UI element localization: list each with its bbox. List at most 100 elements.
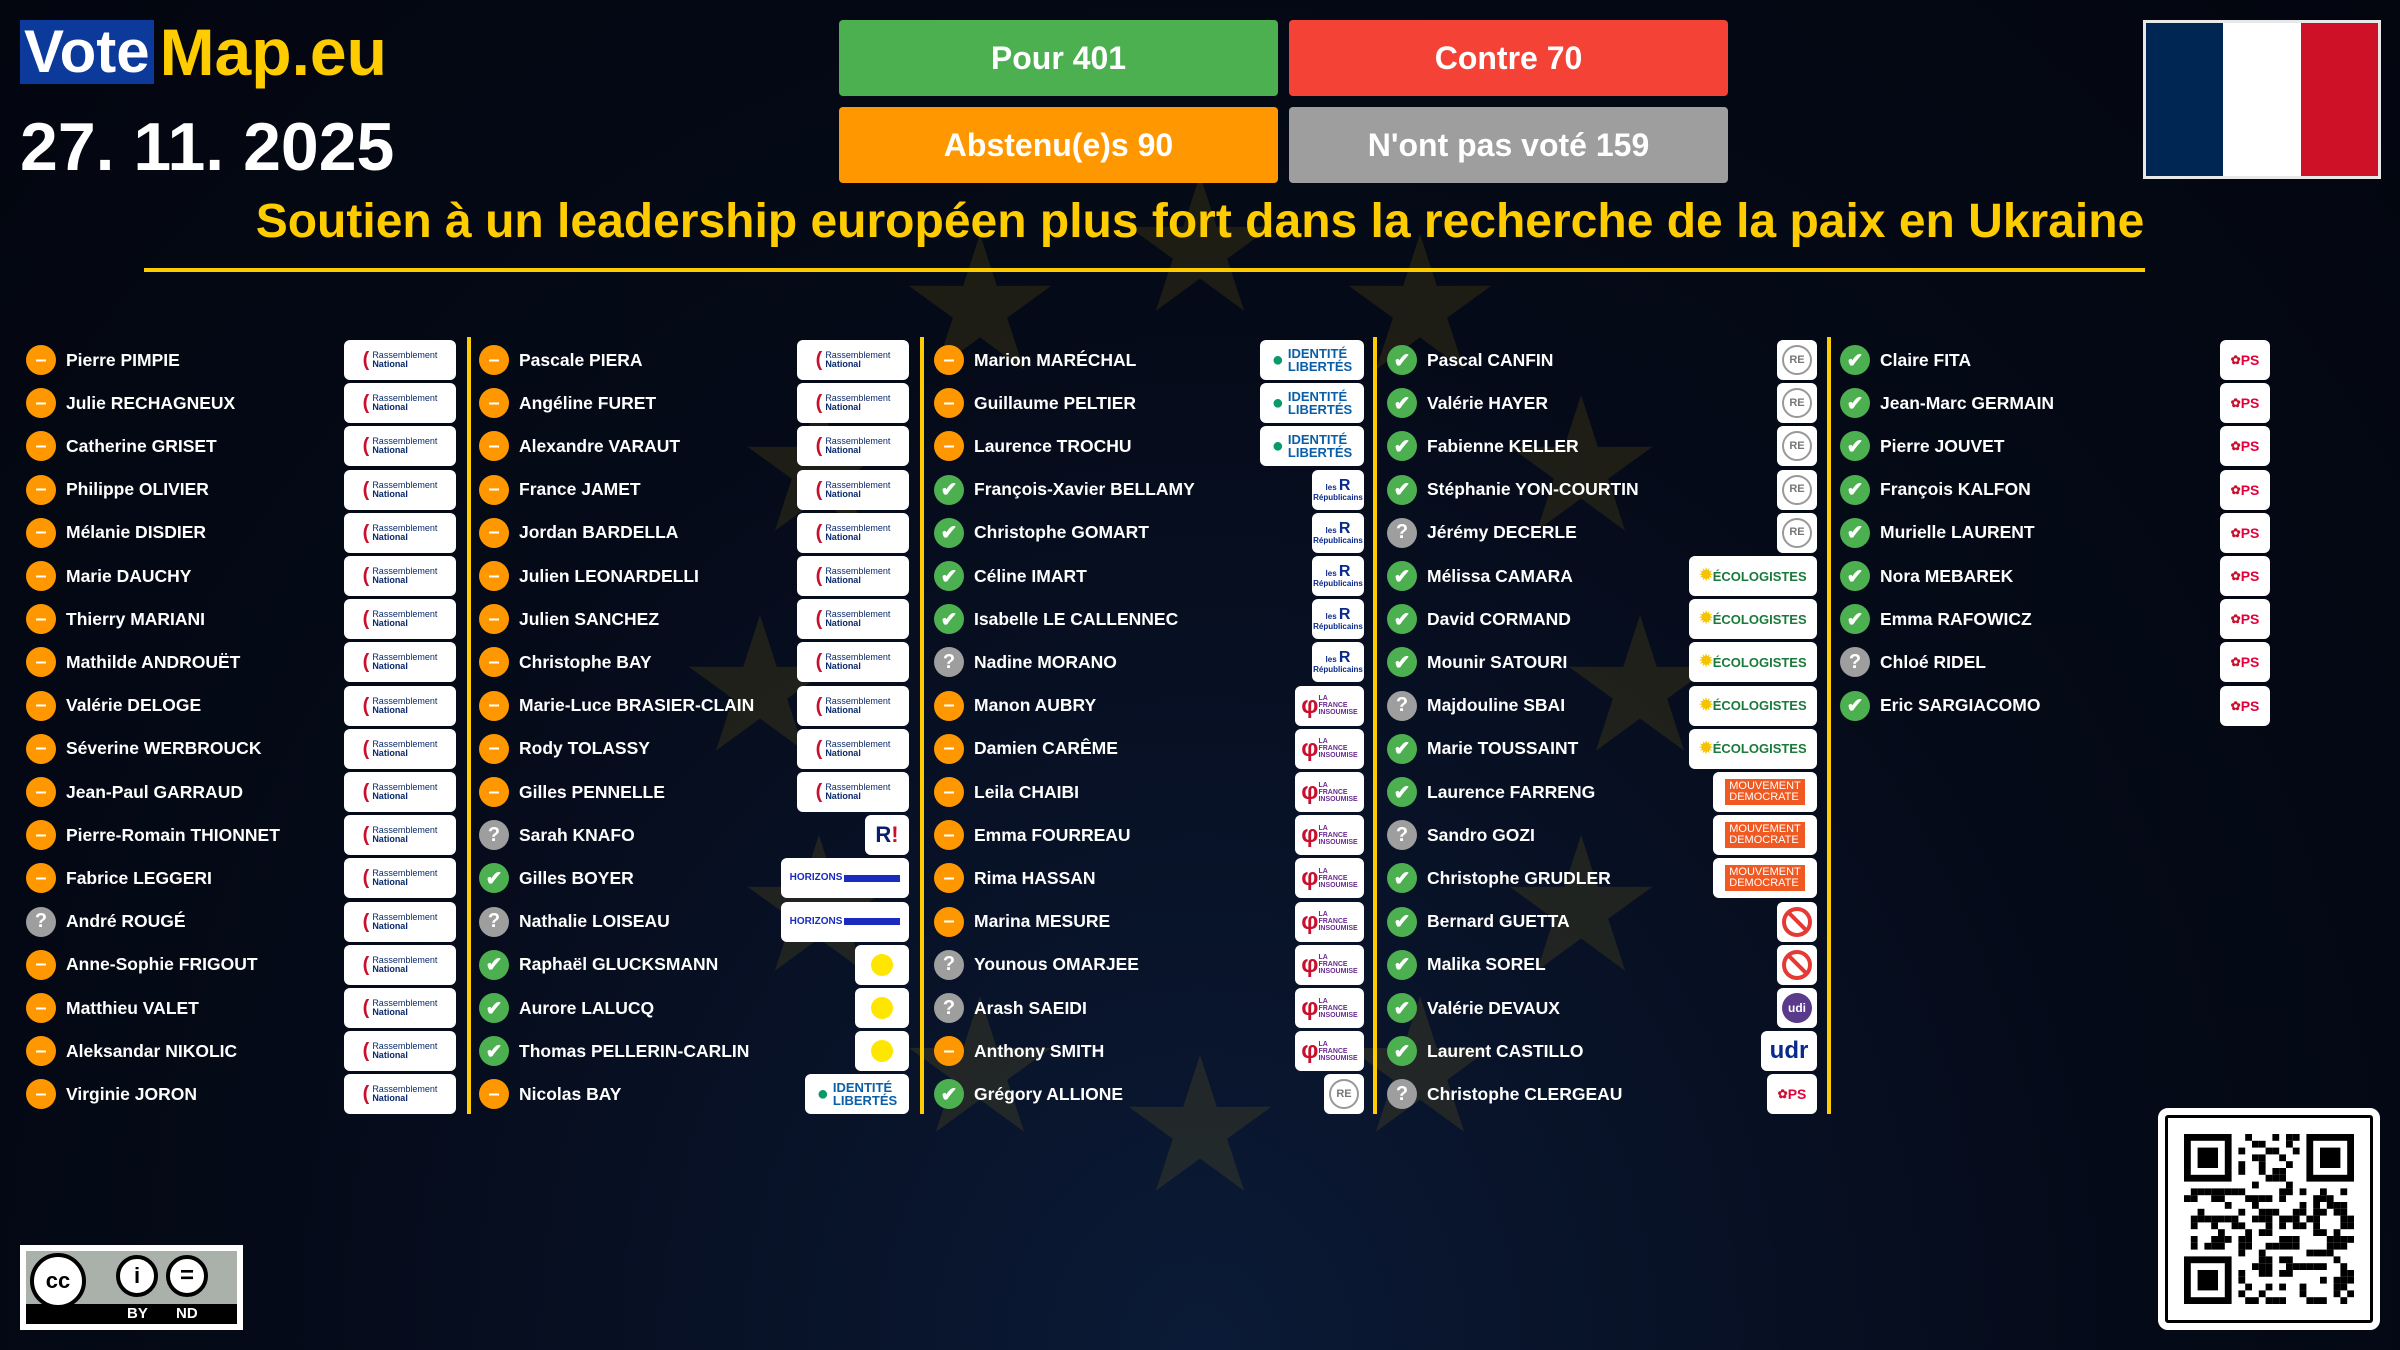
vote-abstain-icon: – xyxy=(479,1079,509,1110)
mep-name: Nadine MORANO xyxy=(974,651,1117,672)
tally-abstain: Abstenu(e)s 90 xyxy=(839,107,1278,183)
party-logo-lfi: φ LA FRANCE INSOUMISE xyxy=(1295,988,1364,1028)
mep-row: – France JAMET (Rassemblement National xyxy=(479,469,909,510)
party-logo-rn: (Rassemblement National xyxy=(344,340,456,380)
vote-abstain-icon: – xyxy=(934,906,964,937)
mep-name: Céline IMART xyxy=(974,565,1087,586)
mep-name: Eric SARGIACOMO xyxy=(1880,695,2041,716)
party-logo-rn: (Rassemblement National xyxy=(344,469,456,510)
party-logo-udr: udr xyxy=(1761,1031,1817,1072)
vote-for-icon: ✔ xyxy=(1387,431,1417,462)
eu-star-icon xyxy=(1128,1055,1272,1191)
party-logo-rn: (Rassemblement National xyxy=(344,815,456,856)
mep-row: ✔ Murielle LAURENT ✿ PS xyxy=(1840,512,2270,553)
mep-row: ✔ Claire FITA ✿ PS xyxy=(1840,340,2270,380)
mep-name: Murielle LAURENT xyxy=(1880,522,2035,543)
mep-row: ? Arash SAEIDI φ LA FRANCE INSOUMISE xyxy=(934,988,1364,1028)
mep-name: Marie DAUCHY xyxy=(66,565,192,586)
logo-map: Map.eu xyxy=(159,15,387,89)
mep-name: Laurence FARRENG xyxy=(1427,781,1596,802)
vote-for-icon: ✔ xyxy=(1840,345,1870,375)
vote-absent-icon: ? xyxy=(26,906,56,937)
attribution-icon: i xyxy=(116,1255,158,1297)
mep-row: ✔ Mounir SATOURI ✹ ÉCOLOGISTES xyxy=(1387,642,1817,683)
mep-row: ✔ Raphaël GLUCKSMANN xyxy=(479,944,909,985)
party-logo-lfi: φ LA FRANCE INSOUMISE xyxy=(1295,944,1364,985)
party-logo-rn: (Rassemblement National xyxy=(344,426,456,467)
party-logo-rn: (Rassemblement National xyxy=(797,685,909,726)
party-logo-rn: (Rassemblement National xyxy=(797,642,909,683)
mep-row: ✔ Pascal CANFIN RE xyxy=(1387,340,1817,380)
party-logo-rn: (Rassemblement National xyxy=(344,944,456,985)
qr-code[interactable] xyxy=(2158,1108,2380,1330)
mep-name: Christophe BAY xyxy=(519,651,652,672)
mep-name: Fabrice LEGGERI xyxy=(66,867,212,888)
mep-name: Pascal CANFIN xyxy=(1427,349,1554,370)
mep-name: Séverine WERBROUCK xyxy=(66,738,262,759)
party-logo-rn: (Rassemblement National xyxy=(344,642,456,683)
vote-abstain-icon: – xyxy=(934,820,964,851)
mep-row: ? Jérémy DECERLE RE xyxy=(1387,512,1817,553)
mep-row: – Anthony SMITH φ LA FRANCE INSOUMISE xyxy=(934,1031,1364,1072)
party-logo-rn: (Rassemblement National xyxy=(797,556,909,596)
mep-name: Valérie DEVAUX xyxy=(1427,997,1560,1018)
party-logo-ps: ✿ PS xyxy=(2220,426,2270,467)
party-logo-lfi: φ LA FRANCE INSOUMISE xyxy=(1295,728,1364,769)
vote-for-icon: ✔ xyxy=(479,1036,509,1067)
cc-by-nd-license-badge[interactable]: cc i = BY ND xyxy=(20,1245,243,1330)
mep-name: David CORMAND xyxy=(1427,608,1571,629)
tally-for: Pour 401 xyxy=(839,20,1278,96)
mep-row: ✔ Bernard GUETTA xyxy=(1387,901,1817,942)
mep-name: Raphaël GLUCKSMANN xyxy=(519,954,719,975)
vote-abstain-icon: – xyxy=(934,388,964,419)
mep-row: ✔ David CORMAND ✹ ÉCOLOGISTES xyxy=(1387,599,1817,640)
mep-row: – Manon AUBRY φ LA FRANCE INSOUMISE xyxy=(934,685,1364,726)
vote-abstain-icon: – xyxy=(934,863,964,894)
party-logo-lr: les R Républicains xyxy=(1312,469,1364,510)
vote-abstain-icon: – xyxy=(479,647,509,678)
mep-name: Pierre PIMPIE xyxy=(66,349,180,370)
party-logo-rn: (Rassemblement National xyxy=(344,1074,456,1115)
party-logo-lfi: φ LA FRANCE INSOUMISE xyxy=(1295,1031,1364,1072)
vote-absent-icon: ? xyxy=(934,993,964,1023)
mep-row: ✔ Eric SARGIACOMO ✿ PS xyxy=(1840,685,2270,726)
party-logo-rn: (Rassemblement National xyxy=(344,901,456,942)
vote-for-icon: ✔ xyxy=(1387,474,1417,505)
mep-row: – Julien SANCHEZ (Rassemblement National xyxy=(479,599,909,640)
mep-name: Nora MEBAREK xyxy=(1880,565,2014,586)
mep-row: ✔ Fabienne KELLER RE xyxy=(1387,426,1817,467)
vote-for-icon: ✔ xyxy=(1840,561,1870,591)
party-logo-rn: (Rassemblement National xyxy=(797,383,909,424)
mep-name: Mounir SATOURI xyxy=(1427,651,1568,672)
vote-absent-icon: ? xyxy=(1387,517,1417,548)
mep-name: Rody TOLASSY xyxy=(519,738,650,759)
vote-for-icon: ✔ xyxy=(1387,906,1417,937)
mep-row: ? Christophe CLERGEAU ✿ PS xyxy=(1387,1074,1817,1115)
mep-row: ✔ Christophe GOMART les R Républicains xyxy=(934,512,1364,553)
vote-abstain-icon: – xyxy=(479,474,509,505)
vote-for-icon: ✔ xyxy=(934,517,964,548)
mep-name: Valérie HAYER xyxy=(1427,392,1548,413)
license-nd: ND xyxy=(176,1305,198,1322)
party-logo-re: RE xyxy=(1777,512,1817,553)
party-logo-lr: les R Républicains xyxy=(1312,556,1364,596)
mep-row: – Marie-Luce BRASIER-CLAIN (Rassemblement N… xyxy=(479,685,909,726)
mep-name: Jean-Paul GARRAUD xyxy=(66,781,243,802)
mep-name: Catherine GRISET xyxy=(66,435,217,456)
party-logo-rn: (Rassemblement National xyxy=(344,858,456,899)
vote-abstain-icon: – xyxy=(934,345,964,375)
party-logo-rn: (Rassemblement National xyxy=(797,772,909,812)
vote-for-icon: ✔ xyxy=(1387,647,1417,678)
mep-name: Isabelle LE CALLENNEC xyxy=(974,608,1179,629)
mep-row: – Jordan BARDELLA (Rassemblement National xyxy=(479,512,909,553)
mep-name: Majdouline SBAI xyxy=(1427,695,1566,716)
mep-name: Anne-Sophie FRIGOUT xyxy=(66,954,258,975)
tally-against: Contre 70 xyxy=(1289,20,1728,96)
party-logo-lfi: φ LA FRANCE INSOUMISE xyxy=(1295,685,1364,726)
party-logo-lr: les R Républicains xyxy=(1312,599,1364,640)
vote-abstain-icon: – xyxy=(26,517,56,548)
party-logo-rn: (Rassemblement National xyxy=(797,728,909,769)
mep-name: Gilles BOYER xyxy=(519,867,634,888)
mep-name: Anthony SMITH xyxy=(974,1040,1105,1061)
mep-name: Pascale PIERA xyxy=(519,349,643,370)
